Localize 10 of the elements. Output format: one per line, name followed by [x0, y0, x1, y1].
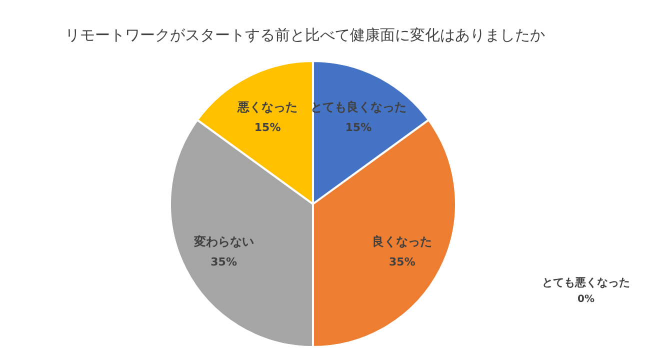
data-label: 15%	[254, 120, 281, 134]
slice-label: 悪くなった	[236, 100, 298, 114]
chart-title: リモートワークがスタートする前と比べて健康面に変化はありましたか	[65, 26, 545, 44]
data-label: 35%	[389, 255, 416, 268]
text: 0%	[578, 294, 594, 305]
slice-label: 変わらない	[192, 234, 254, 248]
slice-label: 良くなった	[372, 234, 432, 248]
category-label: とても悪くなった	[542, 276, 630, 289]
data-label: 35%	[210, 255, 237, 268]
data-label: 15%	[345, 120, 372, 134]
